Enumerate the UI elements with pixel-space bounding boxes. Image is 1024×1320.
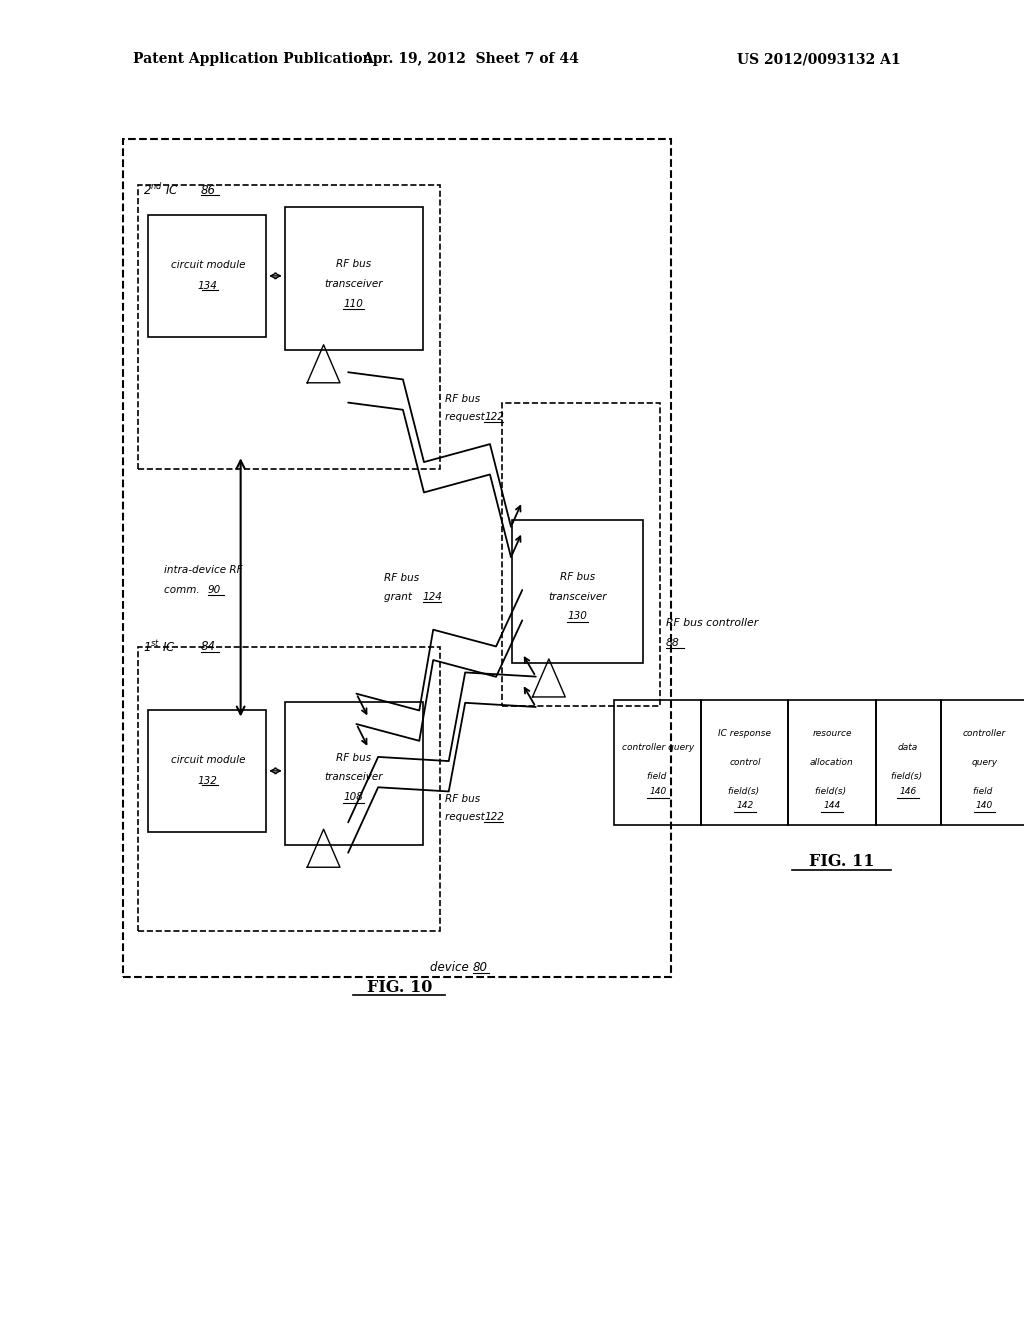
Text: RF bus: RF bus bbox=[445, 393, 480, 404]
Text: request: request bbox=[445, 812, 488, 822]
Text: 110: 110 bbox=[343, 298, 364, 309]
Text: query: query bbox=[971, 758, 997, 767]
Text: RF bus: RF bus bbox=[560, 572, 595, 582]
Text: Patent Application Publication: Patent Application Publication bbox=[133, 53, 373, 66]
Text: FIG. 10: FIG. 10 bbox=[367, 979, 432, 995]
Text: 2$^{nd}$ IC: 2$^{nd}$ IC bbox=[143, 182, 179, 198]
Text: IC response: IC response bbox=[719, 729, 771, 738]
Text: transceiver: transceiver bbox=[324, 279, 383, 289]
Text: circuit module: circuit module bbox=[171, 260, 245, 271]
Text: grant: grant bbox=[384, 591, 416, 602]
Text: field(s): field(s) bbox=[728, 787, 762, 796]
Text: 146: 146 bbox=[899, 787, 916, 796]
Text: FIG. 11: FIG. 11 bbox=[809, 854, 874, 870]
Text: data: data bbox=[898, 743, 919, 752]
Text: US 2012/0093132 A1: US 2012/0093132 A1 bbox=[737, 53, 901, 66]
Text: RF bus controller: RF bus controller bbox=[666, 618, 758, 628]
Text: 124: 124 bbox=[423, 591, 442, 602]
Text: 86: 86 bbox=[201, 183, 216, 197]
Text: RF bus: RF bus bbox=[336, 752, 371, 763]
Text: 140: 140 bbox=[649, 787, 667, 796]
Text: control: control bbox=[729, 758, 761, 767]
Text: field(s): field(s) bbox=[815, 787, 849, 796]
Text: Apr. 19, 2012  Sheet 7 of 44: Apr. 19, 2012 Sheet 7 of 44 bbox=[362, 53, 580, 66]
Text: 130: 130 bbox=[567, 611, 588, 622]
Text: 134: 134 bbox=[198, 281, 218, 292]
Text: 132: 132 bbox=[198, 776, 218, 787]
Text: transceiver: transceiver bbox=[324, 772, 383, 783]
Text: circuit module: circuit module bbox=[171, 755, 245, 766]
Text: request: request bbox=[445, 412, 488, 422]
Text: 122: 122 bbox=[484, 812, 504, 822]
Text: transceiver: transceiver bbox=[548, 591, 607, 602]
Text: 108: 108 bbox=[343, 792, 364, 803]
Text: 84: 84 bbox=[201, 640, 216, 653]
Text: 90: 90 bbox=[208, 585, 221, 595]
Text: 142: 142 bbox=[736, 801, 754, 810]
Text: resource: resource bbox=[812, 729, 852, 738]
Text: comm.: comm. bbox=[164, 585, 203, 595]
Text: allocation: allocation bbox=[810, 758, 854, 767]
Text: RF bus: RF bus bbox=[384, 573, 419, 583]
Text: controller query: controller query bbox=[622, 743, 694, 752]
Text: RF bus: RF bus bbox=[336, 259, 371, 269]
Text: intra-device RF: intra-device RF bbox=[164, 565, 243, 576]
Text: 80: 80 bbox=[473, 961, 488, 974]
Text: 122: 122 bbox=[484, 412, 504, 422]
Text: 88: 88 bbox=[666, 638, 679, 648]
Text: 140: 140 bbox=[976, 801, 993, 810]
Text: field: field bbox=[973, 787, 995, 796]
Text: RF bus: RF bus bbox=[445, 793, 480, 804]
Text: field: field bbox=[647, 772, 669, 781]
Text: 1$^{st}$ IC: 1$^{st}$ IC bbox=[143, 639, 176, 655]
Text: 144: 144 bbox=[823, 801, 841, 810]
Text: device: device bbox=[430, 961, 473, 974]
Text: controller: controller bbox=[963, 729, 1006, 738]
Text: field(s): field(s) bbox=[891, 772, 925, 781]
